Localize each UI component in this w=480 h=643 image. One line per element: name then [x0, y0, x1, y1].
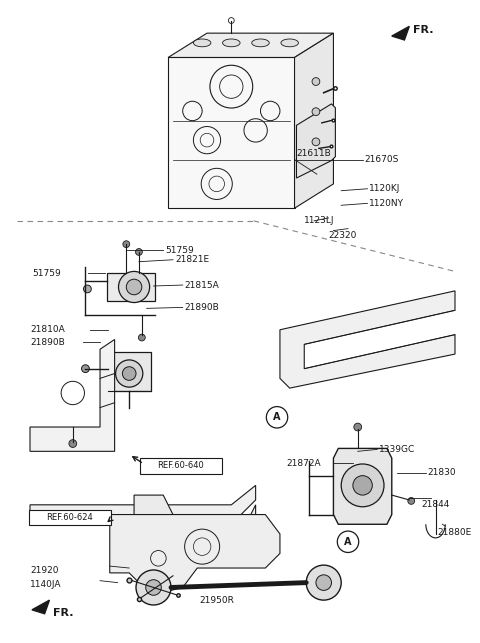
Text: A: A [344, 537, 352, 547]
Circle shape [316, 575, 332, 590]
Polygon shape [107, 273, 156, 300]
Ellipse shape [223, 39, 240, 47]
Text: FR.: FR. [413, 25, 433, 35]
Circle shape [123, 240, 130, 248]
Circle shape [341, 464, 384, 507]
FancyBboxPatch shape [140, 458, 222, 474]
Polygon shape [32, 600, 49, 613]
Polygon shape [280, 291, 455, 388]
Circle shape [408, 498, 415, 504]
Polygon shape [30, 485, 256, 520]
Polygon shape [110, 514, 280, 592]
Text: 51759: 51759 [32, 269, 60, 278]
Polygon shape [30, 340, 115, 451]
Text: FR.: FR. [53, 608, 74, 618]
Circle shape [312, 108, 320, 116]
Circle shape [84, 285, 91, 293]
Text: 21810A: 21810A [30, 325, 65, 334]
Circle shape [312, 78, 320, 86]
Text: A: A [273, 412, 281, 422]
Circle shape [312, 138, 320, 146]
Text: 21611B: 21611B [297, 149, 331, 158]
Text: 1140JA: 1140JA [30, 580, 61, 589]
Text: 21920: 21920 [30, 566, 59, 575]
Circle shape [138, 334, 145, 341]
Text: REF.60-640: REF.60-640 [157, 462, 204, 471]
Text: 21890B: 21890B [30, 338, 65, 347]
FancyBboxPatch shape [29, 510, 111, 525]
Text: REF.60-624: REF.60-624 [47, 513, 93, 522]
Text: 21844: 21844 [421, 500, 449, 509]
Circle shape [69, 440, 77, 448]
Ellipse shape [252, 39, 269, 47]
Text: 1339GC: 1339GC [379, 445, 415, 454]
Ellipse shape [281, 39, 299, 47]
Circle shape [354, 423, 361, 431]
Circle shape [306, 565, 341, 600]
Text: 22320: 22320 [329, 231, 357, 240]
Circle shape [135, 249, 143, 255]
Circle shape [353, 476, 372, 495]
Circle shape [82, 365, 89, 372]
Circle shape [136, 570, 171, 605]
Ellipse shape [193, 39, 211, 47]
Text: 21830: 21830 [428, 468, 456, 477]
Circle shape [116, 360, 143, 387]
Polygon shape [108, 352, 151, 391]
Circle shape [119, 271, 150, 303]
Polygon shape [295, 33, 334, 208]
Text: 21670S: 21670S [364, 155, 399, 164]
Text: 21815A: 21815A [185, 280, 219, 289]
Text: 1120KJ: 1120KJ [370, 185, 401, 194]
Circle shape [126, 279, 142, 294]
Polygon shape [297, 104, 336, 178]
Polygon shape [168, 33, 334, 57]
Polygon shape [168, 57, 295, 208]
Text: 21872A: 21872A [287, 458, 322, 467]
Text: 21890B: 21890B [185, 303, 219, 312]
Text: 1123LJ: 1123LJ [304, 216, 335, 225]
Text: 21880E: 21880E [437, 527, 472, 536]
Text: 51759: 51759 [165, 246, 194, 255]
Circle shape [122, 367, 136, 381]
Text: 21950R: 21950R [199, 595, 234, 604]
Text: 21821E: 21821E [175, 255, 209, 264]
Polygon shape [134, 495, 256, 534]
Text: 1120NY: 1120NY [370, 199, 405, 208]
Polygon shape [392, 26, 409, 40]
Polygon shape [334, 448, 392, 524]
Circle shape [146, 580, 161, 595]
